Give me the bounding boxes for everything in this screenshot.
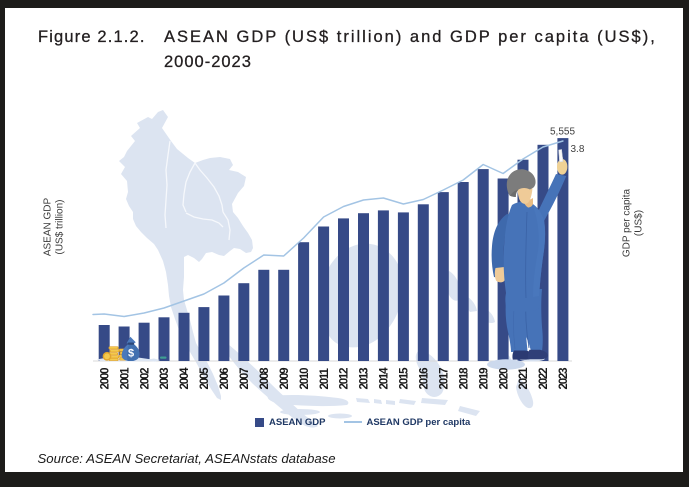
svg-text:2023: 2023 bbox=[558, 368, 570, 390]
svg-text:2015: 2015 bbox=[399, 367, 411, 390]
svg-text:2017: 2017 bbox=[439, 368, 451, 390]
svg-text:2012: 2012 bbox=[339, 368, 351, 390]
svg-text:3.8: 3.8 bbox=[571, 144, 585, 155]
svg-text:2011: 2011 bbox=[319, 368, 331, 390]
svg-text:2018: 2018 bbox=[458, 367, 470, 390]
svg-text:2014: 2014 bbox=[379, 367, 391, 390]
svg-text:2006: 2006 bbox=[219, 368, 231, 390]
svg-text:2016: 2016 bbox=[419, 368, 431, 390]
svg-text:2008: 2008 bbox=[259, 367, 271, 390]
svg-text:2007: 2007 bbox=[239, 368, 251, 390]
svg-text:2004: 2004 bbox=[179, 367, 191, 390]
svg-text:2020: 2020 bbox=[498, 368, 510, 390]
svg-text:$: $ bbox=[128, 348, 134, 360]
svg-text:2002: 2002 bbox=[139, 368, 151, 390]
svg-text:2022: 2022 bbox=[538, 368, 550, 390]
svg-text:5,555: 5,555 bbox=[550, 127, 575, 138]
svg-text:2000: 2000 bbox=[99, 368, 111, 390]
svg-text:2013: 2013 bbox=[359, 368, 371, 390]
svg-text:2019: 2019 bbox=[478, 368, 490, 390]
svg-text:2005: 2005 bbox=[199, 367, 211, 390]
svg-text:2010: 2010 bbox=[299, 368, 311, 390]
svg-text:2009: 2009 bbox=[279, 368, 291, 390]
svg-text:2001: 2001 bbox=[119, 367, 131, 390]
svg-text:2021: 2021 bbox=[518, 367, 530, 390]
svg-text:2003: 2003 bbox=[159, 368, 171, 390]
